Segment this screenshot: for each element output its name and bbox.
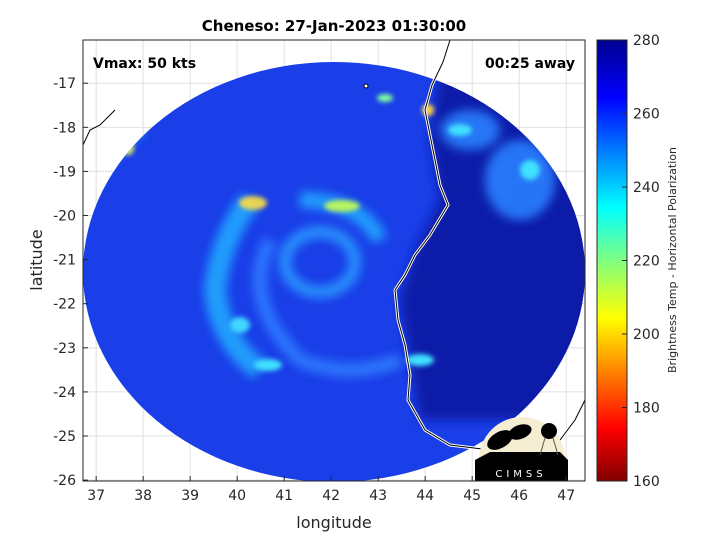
x-tick-label: 38	[134, 488, 152, 504]
y-tick-label: -26	[53, 473, 76, 489]
y-tick-label: -17	[53, 76, 76, 92]
vmax-label: Vmax: 50 kts	[93, 56, 196, 72]
y-tick-label: -22	[53, 297, 76, 313]
x-tick-label: 45	[463, 488, 481, 504]
axes-box	[82, 39, 586, 482]
colorbar-tick-label: 280	[633, 33, 660, 49]
x-tick-label: 40	[228, 488, 246, 504]
colorbar-tick-label: 200	[633, 327, 660, 343]
x-tick-labels: 37 38 39 40 41 42 43 44 45 46 47	[87, 476, 575, 504]
y-tick-label: -23	[53, 341, 76, 357]
y-tick-label: -18	[53, 120, 76, 136]
y-axis-label: latitude	[27, 229, 46, 290]
colorbar-tick-label: 260	[633, 107, 660, 123]
colorbar-tick-label: 160	[633, 474, 660, 490]
colorbar-tick-label: 180	[633, 401, 660, 417]
x-tick-label: 43	[369, 488, 387, 504]
time-away-label: 00:25 away	[485, 56, 575, 72]
plot-area: CIMSS	[83, 40, 585, 481]
cimss-logo: CIMSS	[475, 417, 568, 481]
y-tick-labels: -17 -18 -19 -20 -21 -22 -23 -24 -25 -26	[53, 76, 88, 489]
y-tick-label: -21	[53, 253, 76, 269]
colorbar-tick-labels: 160 180 200 220 240 260 280	[622, 33, 660, 490]
brightness-temp-field	[83, 62, 585, 481]
x-tick-label: 46	[510, 488, 528, 504]
y-tick-label: -24	[53, 385, 76, 401]
y-tick-label: -19	[53, 164, 76, 180]
x-axis-label: longitude	[296, 513, 371, 532]
x-tick-label: 47	[557, 488, 575, 504]
x-tick-label: 37	[87, 488, 105, 504]
colorbar-label: Brightness Temp - Horizontal Polarizatio…	[666, 147, 679, 373]
x-tick-label: 42	[322, 488, 340, 504]
cimss-logo-text: CIMSS	[495, 469, 546, 480]
y-tick-label: -25	[53, 429, 76, 445]
colorbar-tick-label: 220	[633, 254, 660, 270]
x-tick-label: 41	[275, 488, 293, 504]
x-tick-label: 44	[416, 488, 434, 504]
x-tick-label: 39	[181, 488, 199, 504]
y-tick-label: -20	[53, 209, 76, 225]
plot-title: Cheneso: 27-Jan-2023 01:30:00	[202, 17, 466, 35]
colorbar-tick-label: 240	[633, 180, 660, 196]
